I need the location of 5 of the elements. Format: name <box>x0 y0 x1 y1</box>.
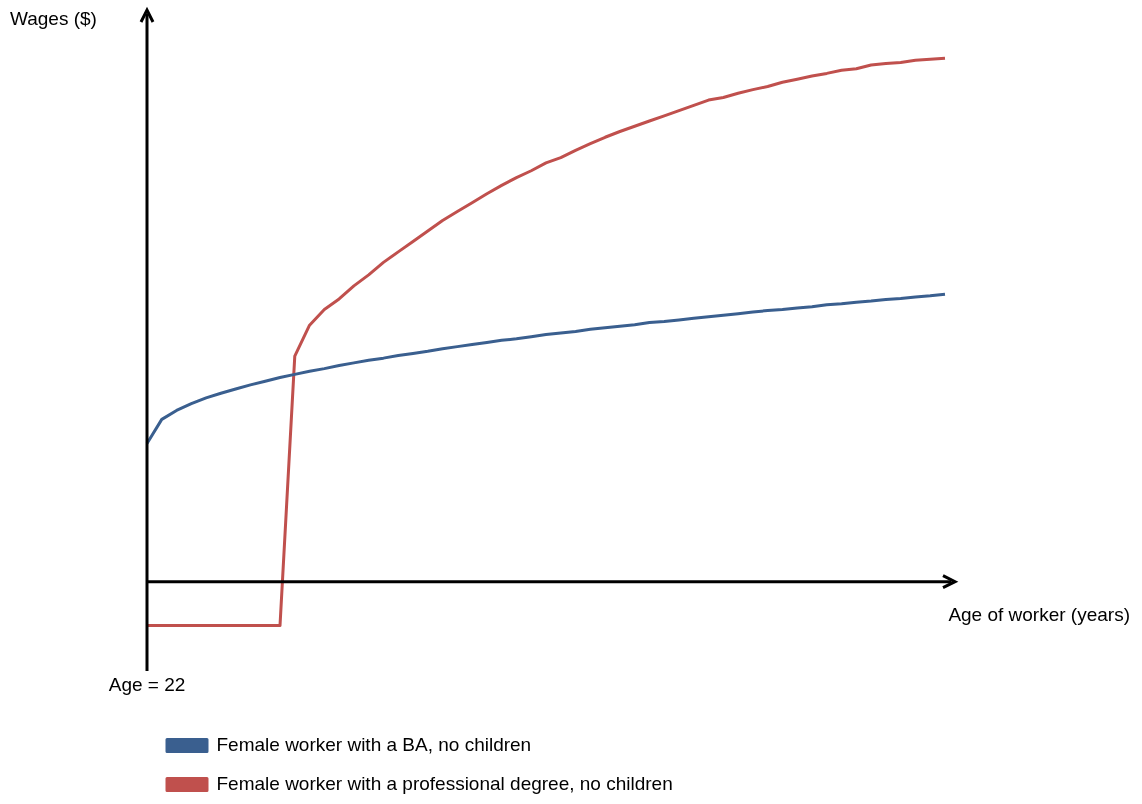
x-axis-title: Age of worker (years) <box>948 603 1130 625</box>
text: Age = 22 <box>108 674 186 696</box>
legend-label: Female worker with a professional degree, no children <box>216 772 673 794</box>
legend-label: Female worker with a BA, no children <box>216 733 532 755</box>
y-axis-title: Wages ($) <box>10 8 97 30</box>
